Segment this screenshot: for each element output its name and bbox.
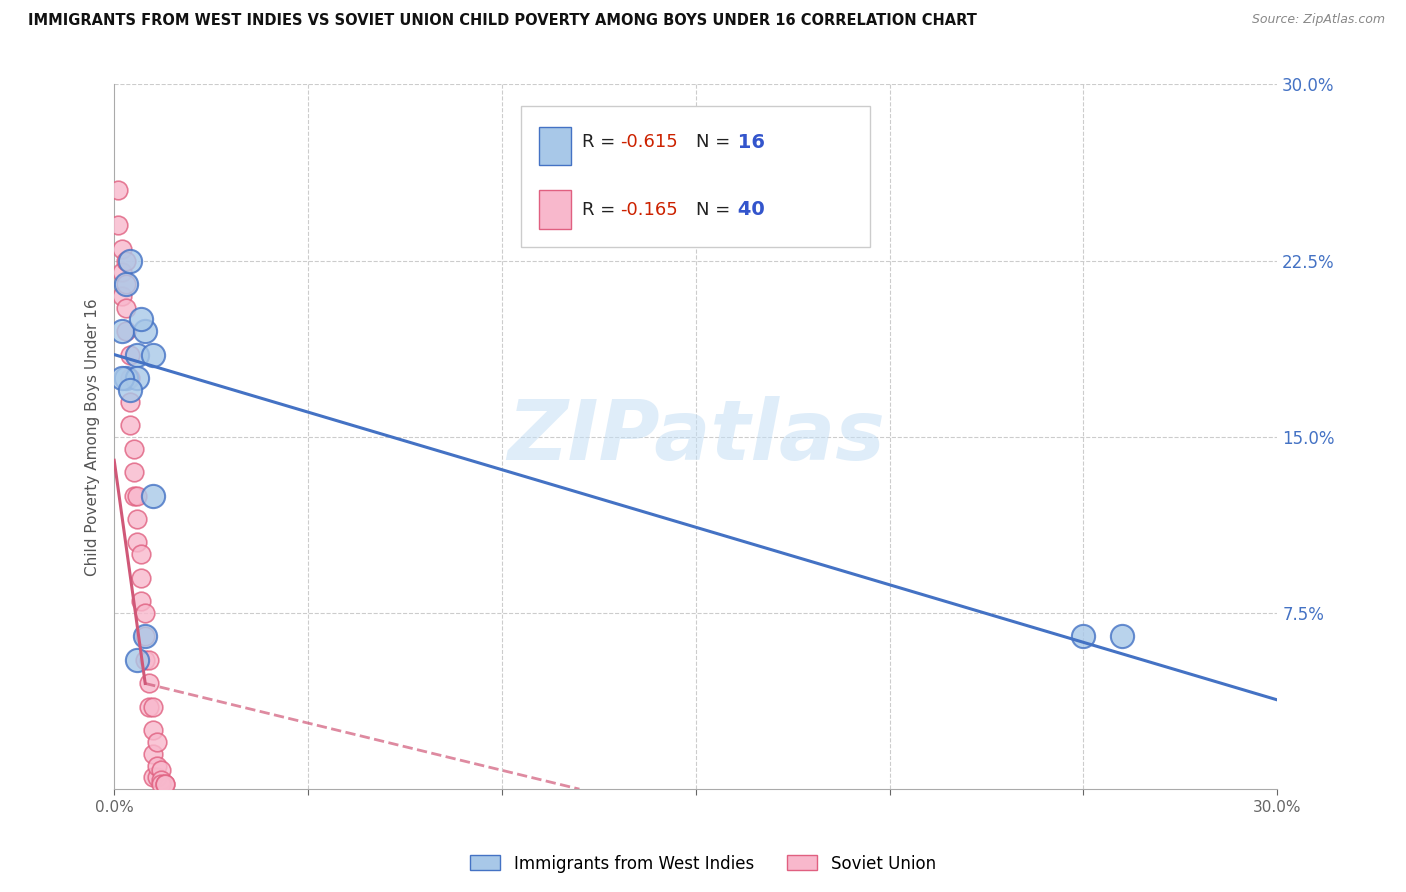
Text: -0.615: -0.615	[620, 133, 678, 152]
Point	[142, 489, 165, 503]
Point	[134, 324, 156, 338]
Point	[111, 324, 134, 338]
Point	[114, 371, 136, 385]
Point	[111, 242, 134, 256]
Point	[127, 489, 149, 503]
Point	[153, 777, 176, 791]
Point	[118, 383, 141, 397]
Point	[127, 535, 149, 549]
Point	[127, 653, 149, 667]
Point	[127, 371, 149, 385]
Text: ZIPatlas: ZIPatlas	[506, 396, 884, 477]
Point	[146, 735, 169, 749]
Point	[118, 418, 141, 433]
Point	[138, 700, 160, 714]
FancyBboxPatch shape	[538, 190, 571, 229]
Point	[138, 653, 160, 667]
FancyBboxPatch shape	[522, 105, 870, 246]
Point	[127, 512, 149, 526]
Point	[114, 277, 136, 292]
Point	[111, 289, 134, 303]
Point	[146, 758, 169, 772]
Text: 16: 16	[731, 133, 765, 152]
Point	[114, 277, 136, 292]
Y-axis label: Child Poverty Among Boys Under 16: Child Poverty Among Boys Under 16	[86, 298, 100, 575]
Point	[149, 777, 172, 791]
Point	[122, 489, 145, 503]
Point	[149, 772, 172, 787]
FancyBboxPatch shape	[538, 127, 571, 166]
Point	[142, 348, 165, 362]
Point	[111, 265, 134, 279]
Point	[134, 606, 156, 620]
Text: R =: R =	[582, 201, 621, 219]
Point	[134, 630, 156, 644]
Point	[118, 253, 141, 268]
Point	[131, 571, 153, 585]
Point	[107, 219, 129, 233]
Text: Source: ZipAtlas.com: Source: ZipAtlas.com	[1251, 13, 1385, 27]
Point	[138, 676, 160, 690]
Point	[146, 771, 169, 785]
Point	[142, 700, 165, 714]
Point	[134, 630, 156, 644]
Point	[111, 371, 134, 385]
Legend: Immigrants from West Indies, Soviet Union: Immigrants from West Indies, Soviet Unio…	[464, 848, 942, 880]
Text: R =: R =	[582, 133, 621, 152]
Text: N =: N =	[696, 133, 735, 152]
Point	[114, 324, 136, 338]
Point	[118, 394, 141, 409]
Text: N =: N =	[696, 201, 735, 219]
Point	[114, 301, 136, 315]
Point	[153, 777, 176, 791]
Point	[122, 465, 145, 479]
Point	[1073, 630, 1095, 644]
Text: -0.165: -0.165	[620, 201, 678, 219]
Point	[118, 371, 141, 385]
Point	[134, 653, 156, 667]
Point	[122, 442, 145, 456]
Point	[1111, 630, 1133, 644]
Point	[131, 312, 153, 326]
Point	[107, 183, 129, 197]
Point	[142, 747, 165, 761]
Text: IMMIGRANTS FROM WEST INDIES VS SOVIET UNION CHILD POVERTY AMONG BOYS UNDER 16 CO: IMMIGRANTS FROM WEST INDIES VS SOVIET UN…	[28, 13, 977, 29]
Point	[127, 348, 149, 362]
Point	[114, 253, 136, 268]
Point	[131, 547, 153, 561]
Point	[149, 764, 172, 778]
Point	[118, 348, 141, 362]
Point	[142, 723, 165, 738]
Point	[131, 594, 153, 608]
Text: 40: 40	[731, 201, 765, 219]
Point	[142, 771, 165, 785]
